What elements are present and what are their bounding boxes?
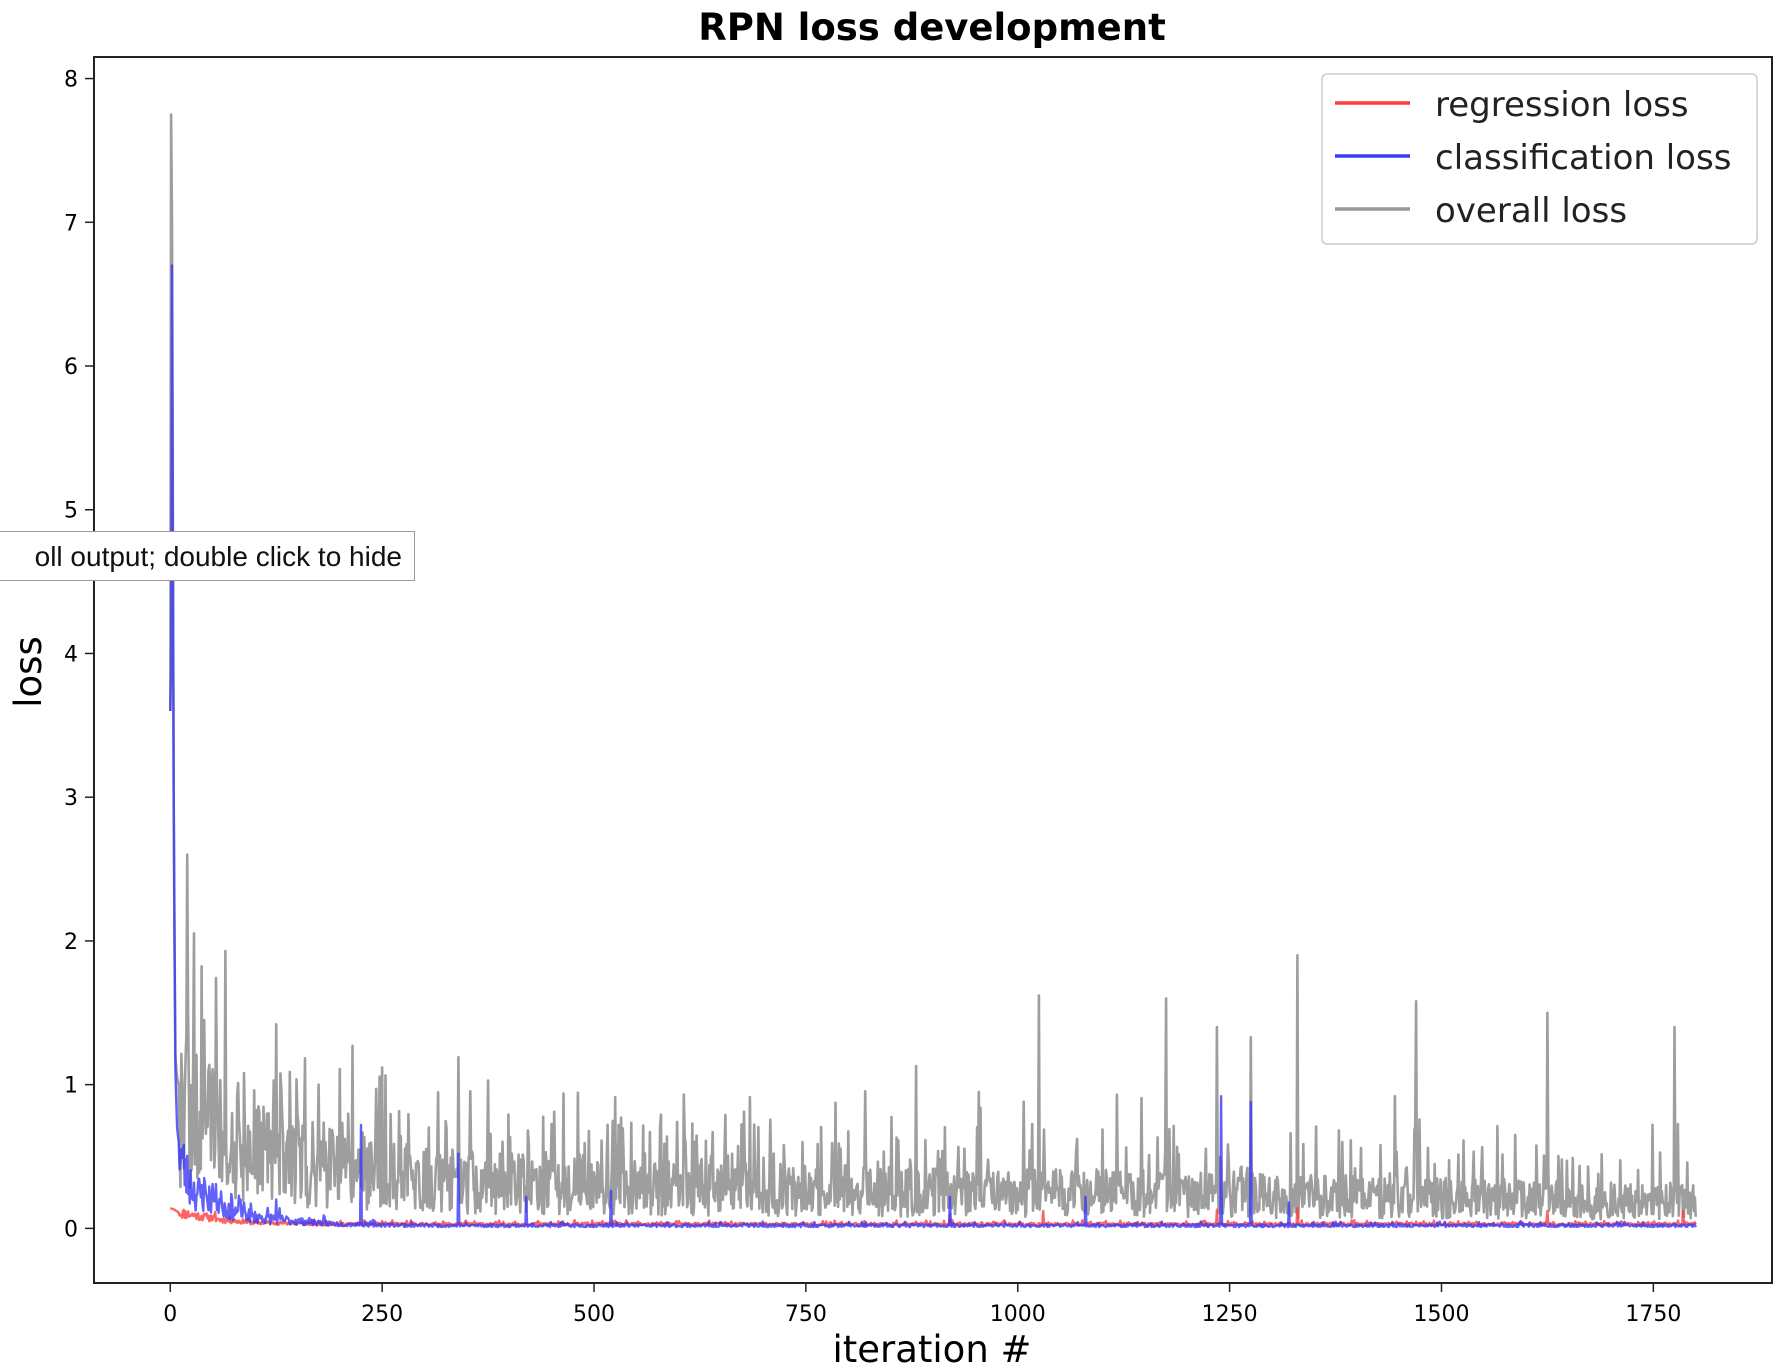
y-tick-label: 5 [64, 499, 78, 524]
plot-frame [93, 56, 1773, 1284]
y-tick-label: 3 [64, 786, 78, 811]
x-tick-label: 1750 [1625, 1302, 1681, 1327]
y-tick-label: 0 [64, 1217, 78, 1242]
y-tick-label: 8 [64, 68, 78, 93]
y-tick-label: 4 [64, 642, 78, 667]
legend-box [1321, 73, 1758, 245]
x-tick-label: 1500 [1413, 1302, 1469, 1327]
x-tick-label: 0 [163, 1302, 177, 1327]
y-tick-label: 6 [64, 355, 78, 380]
y-axis-ticks: 0 1 2 3 4 5 6 7 8 [64, 68, 94, 1242]
chart-title: RPN loss development [698, 6, 1166, 49]
legend-label-classification: classification loss [1435, 138, 1731, 178]
output-scroll-tooltip[interactable]: oll output; double click to hide [0, 531, 415, 581]
x-tick-label: 250 [361, 1302, 403, 1327]
y-tick-label: 1 [64, 1074, 78, 1099]
y-axis-label: loss [7, 636, 50, 707]
x-axis-ticks: 0 250 500 750 1000 1250 1500 1750 [163, 1283, 1681, 1327]
x-tick-label: 750 [785, 1302, 827, 1327]
y-tick-label: 2 [64, 930, 78, 955]
x-tick-label: 500 [573, 1302, 615, 1327]
series-layer [169, 113, 1697, 1229]
y-tick-label: 7 [64, 211, 78, 236]
x-tick-label: 1000 [990, 1302, 1046, 1327]
series-line-classification [169, 264, 1697, 1229]
legend-label-regression: regression loss [1435, 85, 1689, 125]
series-line-overall [169, 113, 1697, 1221]
x-axis-label: iteration # [832, 1328, 1031, 1366]
legend: regression loss classification loss over… [1321, 73, 1758, 245]
legend-label-overall: overall loss [1435, 191, 1627, 231]
x-tick-label: 1250 [1202, 1302, 1258, 1327]
